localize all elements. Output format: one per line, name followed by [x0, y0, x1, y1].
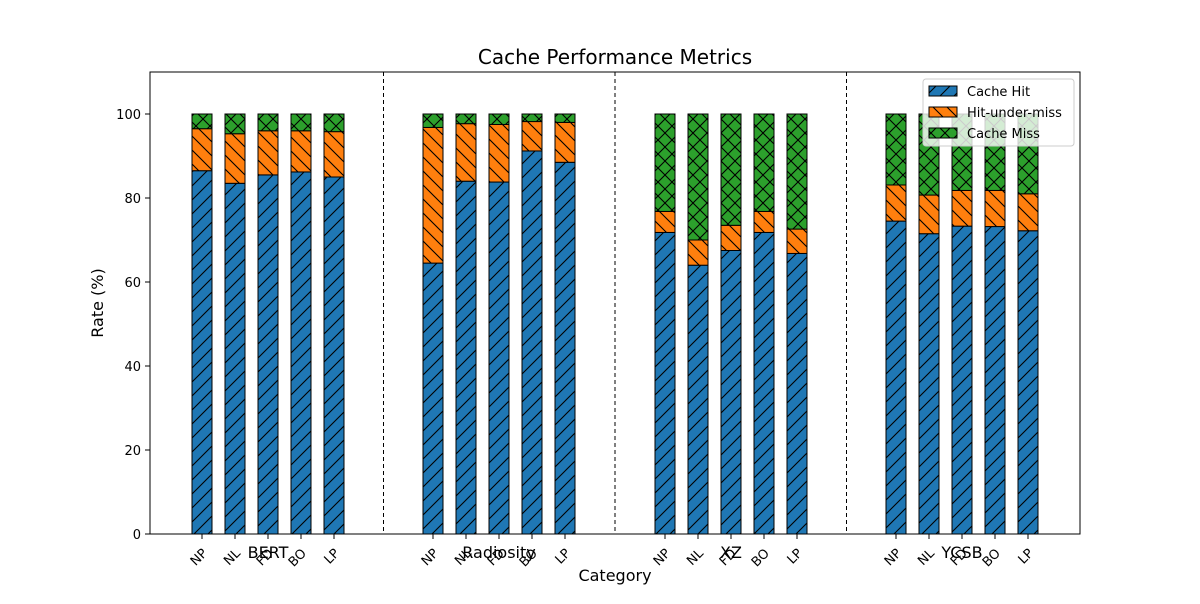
y-tick-label: 60: [124, 276, 141, 291]
bar-ycsb-nl-cache-hit: [918, 233, 940, 535]
y-tick-label: 100: [116, 108, 141, 123]
legend-label: Cache Hit: [967, 85, 1030, 100]
group-label: XZ: [720, 543, 742, 562]
bar-radiosity-np-hit-under-miss: [422, 126, 444, 264]
bar-ycsb-np-cache-hit: [885, 220, 907, 535]
bar-xz-lp-cache-miss: [786, 113, 808, 230]
x-tick-label: NP: [651, 546, 674, 569]
bar-radiosity-nl-cache-hit: [455, 180, 477, 535]
legend-swatch: [928, 106, 958, 118]
bar-bert-bo-cache-miss: [290, 113, 312, 132]
bar-bert-bo-hit-under-miss: [290, 130, 312, 173]
bar-ycsb-fd-cache-hit: [951, 225, 973, 535]
bar-xz-np-hit-under-miss: [654, 210, 676, 233]
bar-xz-np-cache-miss: [654, 113, 676, 212]
chart-title: Cache Performance Metrics: [478, 45, 752, 69]
bar-bert-lp-cache-miss: [323, 113, 345, 133]
bar-ycsb-lp-cache-hit: [1017, 230, 1039, 535]
bar-xz-fd-hit-under-miss: [720, 224, 742, 252]
bar-radiosity-lp-cache-miss: [554, 113, 576, 123]
legend-swatch: [928, 127, 958, 139]
bar-ycsb-np-hit-under-miss: [885, 184, 907, 222]
bar-xz-nl-cache-miss: [687, 113, 709, 241]
bar-xz-bo-cache-hit: [753, 231, 775, 535]
bar-ycsb-np-cache-miss: [885, 113, 907, 186]
bar-bert-nl-hit-under-miss: [224, 133, 246, 184]
bar-bert-fd-cache-miss: [257, 113, 279, 132]
x-tick-label: NL: [915, 546, 938, 569]
bar-ycsb-bo-hit-under-miss: [984, 189, 1006, 228]
bar-xz-bo-hit-under-miss: [753, 210, 775, 233]
bar-xz-bo-cache-miss: [753, 113, 775, 212]
y-tick-label: 0: [133, 528, 141, 543]
bar-radiosity-lp-cache-hit: [554, 161, 576, 535]
x-tick-label: NL: [221, 546, 244, 569]
bar-ycsb-fd-hit-under-miss: [951, 189, 973, 227]
bar-radiosity-bo-cache-hit: [521, 150, 543, 535]
plot-frame: [149, 71, 1081, 535]
bar-xz-fd-cache-miss: [720, 113, 742, 226]
bar-radiosity-bo-cache-miss: [521, 113, 543, 123]
x-tick-label: BO: [286, 546, 310, 570]
legend-box: [922, 78, 1075, 147]
group-label: Radiosity: [462, 543, 535, 562]
x-tick-label: LP: [1016, 546, 1037, 567]
bar-bert-np-cache-miss: [191, 113, 213, 130]
bar-xz-lp-hit-under-miss: [786, 228, 808, 254]
bar-bert-lp-cache-hit: [323, 176, 345, 535]
x-tick-label: BO: [980, 546, 1004, 570]
legend-label: Hit-under-miss: [967, 106, 1062, 121]
bar-xz-np-cache-hit: [654, 231, 676, 535]
x-tick-label: NP: [882, 546, 905, 569]
y-tick-label: 40: [124, 360, 141, 375]
bar-ycsb-nl-hit-under-miss: [918, 194, 940, 235]
x-tick-label: NP: [188, 546, 211, 569]
bar-radiosity-fd-cache-miss: [488, 113, 510, 125]
x-tick-label: NL: [684, 546, 707, 569]
bar-radiosity-bo-hit-under-miss: [521, 121, 543, 152]
bar-ycsb-lp-hit-under-miss: [1017, 193, 1039, 232]
bar-radiosity-fd-hit-under-miss: [488, 124, 510, 183]
x-tick-label: LP: [322, 546, 343, 567]
x-tick-label: LP: [785, 546, 806, 567]
x-tick-label: BO: [749, 546, 773, 570]
bar-xz-nl-cache-hit: [687, 264, 709, 535]
bar-bert-np-hit-under-miss: [191, 128, 213, 172]
x-tick-label: LP: [553, 546, 574, 567]
x-axis-label: Category: [578, 566, 651, 585]
bar-radiosity-nl-cache-miss: [455, 113, 477, 125]
bar-ycsb-bo-cache-hit: [984, 226, 1006, 535]
group-label: YCSB: [940, 543, 982, 562]
bar-bert-fd-hit-under-miss: [257, 130, 279, 176]
bar-xz-nl-hit-under-miss: [687, 239, 709, 266]
bar-radiosity-np-cache-hit: [422, 262, 444, 535]
legend-label: Cache Miss: [967, 127, 1040, 142]
bar-bert-nl-cache-hit: [224, 182, 246, 535]
bar-xz-lp-cache-hit: [786, 252, 808, 535]
bar-bert-np-cache-hit: [191, 170, 213, 535]
legend: Cache Hit Hit-under-miss Cache Miss: [922, 78, 1075, 147]
bar-bert-bo-cache-hit: [290, 171, 312, 535]
x-tick-label: NP: [419, 546, 442, 569]
legend-swatch: [928, 85, 958, 97]
y-tick-label: 80: [124, 192, 141, 207]
bar-radiosity-nl-hit-under-miss: [455, 123, 477, 182]
bar-radiosity-lp-hit-under-miss: [554, 121, 576, 163]
y-tick-label: 20: [124, 444, 141, 459]
bar-bert-nl-cache-miss: [224, 113, 246, 135]
bar-radiosity-np-cache-miss: [422, 113, 444, 128]
bar-bert-lp-hit-under-miss: [323, 131, 345, 178]
y-axis-label: Rate (%): [88, 268, 107, 337]
bar-xz-fd-cache-hit: [720, 250, 742, 535]
bar-radiosity-fd-cache-hit: [488, 181, 510, 535]
group-label: BERT: [248, 543, 289, 562]
bar-bert-fd-cache-hit: [257, 174, 279, 535]
